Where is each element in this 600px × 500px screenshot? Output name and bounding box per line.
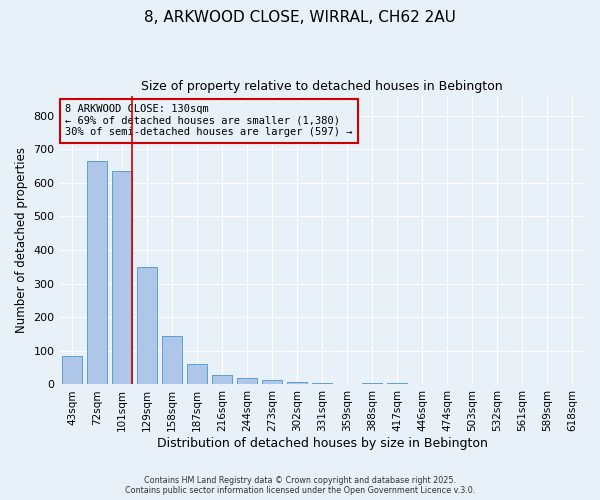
Title: Size of property relative to detached houses in Bebington: Size of property relative to detached ho…: [142, 80, 503, 93]
Text: Contains HM Land Registry data © Crown copyright and database right 2025.
Contai: Contains HM Land Registry data © Crown c…: [125, 476, 475, 495]
Text: 8 ARKWOOD CLOSE: 130sqm
← 69% of detached houses are smaller (1,380)
30% of semi: 8 ARKWOOD CLOSE: 130sqm ← 69% of detache…: [65, 104, 352, 138]
Bar: [362, 383, 382, 384]
Bar: [212, 375, 232, 384]
Bar: [112, 171, 132, 384]
X-axis label: Distribution of detached houses by size in Bebington: Distribution of detached houses by size …: [157, 437, 488, 450]
Bar: [137, 267, 157, 384]
Bar: [162, 336, 182, 384]
Bar: [388, 383, 407, 384]
Bar: [287, 382, 307, 384]
Bar: [62, 356, 82, 384]
Bar: [237, 378, 257, 384]
Bar: [262, 380, 282, 384]
Bar: [87, 161, 107, 384]
Bar: [312, 383, 332, 384]
Y-axis label: Number of detached properties: Number of detached properties: [15, 147, 28, 333]
Bar: [187, 364, 207, 384]
Text: 8, ARKWOOD CLOSE, WIRRAL, CH62 2AU: 8, ARKWOOD CLOSE, WIRRAL, CH62 2AU: [144, 10, 456, 25]
